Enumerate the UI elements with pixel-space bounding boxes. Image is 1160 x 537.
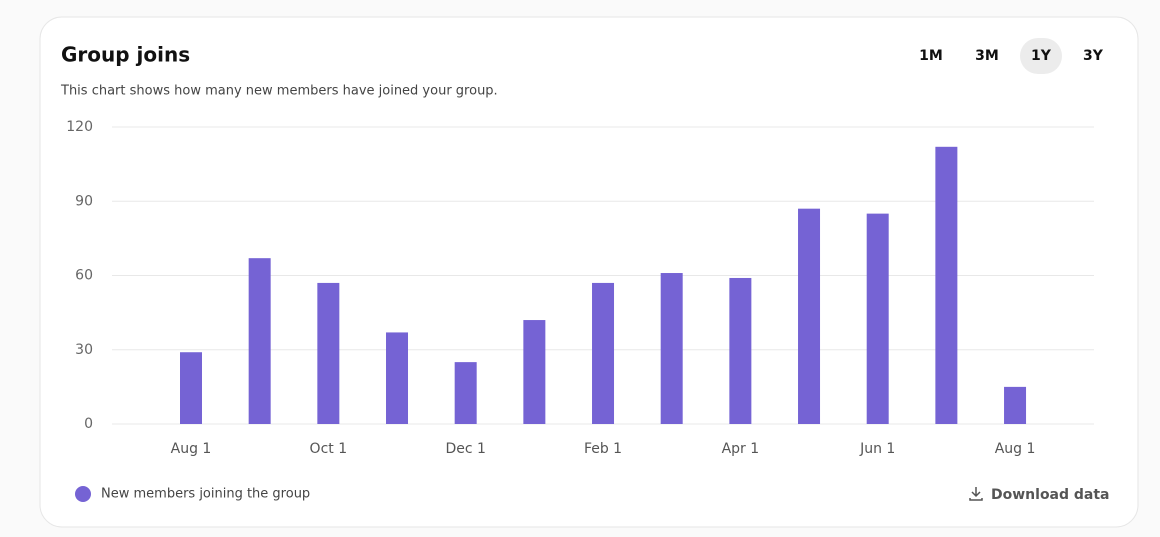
legend-swatch: [75, 486, 91, 502]
chart-subtitle: This chart shows how many new members ha…: [60, 84, 498, 99]
bar: [660, 273, 683, 424]
bar: [866, 213, 889, 424]
x-tick-label: Oct 1: [310, 441, 348, 457]
bar: [1004, 386, 1027, 424]
bar: [523, 320, 546, 424]
y-tick-label: 30: [75, 342, 93, 358]
y-tick-label: 60: [75, 268, 93, 284]
download-label[interactable]: Download data: [991, 487, 1110, 503]
download-button[interactable]: Download data: [969, 487, 1110, 503]
bar: [386, 332, 409, 424]
legend-label: New members joining the group: [101, 487, 310, 502]
x-tick-label: Feb 1: [584, 441, 622, 457]
x-tick-label: Dec 1: [445, 441, 485, 457]
x-tick-label: Aug 1: [171, 441, 212, 457]
y-tick-label: 0: [84, 416, 93, 432]
download-icon: [969, 487, 983, 501]
range-button[interactable]: 1M: [919, 48, 943, 64]
bar: [248, 258, 271, 424]
chart-title: Group joins: [61, 43, 190, 67]
x-tick-label: Jun 1: [859, 441, 895, 457]
bar: [180, 352, 202, 424]
bar: [592, 282, 615, 424]
range-button[interactable]: 1Y: [1031, 48, 1052, 64]
range-buttons: 1M 3M 1Y 3Y: [919, 38, 1104, 74]
range-button-bg[interactable]: [1020, 38, 1062, 74]
range-button[interactable]: 3M: [975, 48, 999, 64]
bar: [454, 362, 477, 424]
y-tick-label: 120: [66, 119, 93, 135]
x-tick-label: Aug 1: [995, 441, 1036, 457]
range-button[interactable]: 3Y: [1083, 48, 1104, 64]
bar: [729, 277, 752, 424]
x-tick-label: Apr 1: [722, 441, 760, 457]
card-bg: [39, 16, 1139, 528]
bar: [798, 208, 821, 424]
bar: [935, 146, 958, 425]
bar: [317, 282, 340, 424]
y-tick-label: 90: [75, 193, 93, 209]
